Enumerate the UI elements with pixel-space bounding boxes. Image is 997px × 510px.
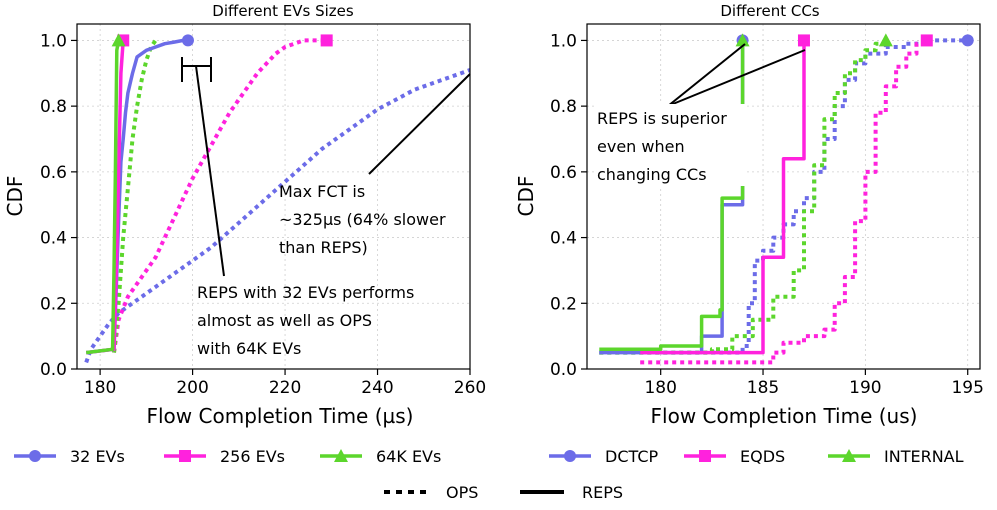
annotation-max-fct-line-3: than REPS) xyxy=(279,238,368,257)
y-tick-label: 0.0 xyxy=(550,360,577,380)
annotation-reps-32-line-1: REPS with 32 EVs performs xyxy=(197,283,414,302)
series-end-marker-256-evs-ops xyxy=(320,34,333,47)
left-x-axis-title: Flow Completion Time (µs) xyxy=(147,404,414,428)
left-plot-frame xyxy=(76,23,471,370)
series-end-marker-internal-reps xyxy=(735,33,750,47)
legend-label-dctcp: DCTCP xyxy=(605,447,659,466)
annotation-reps-superior: REPS is superior even when changing CCs xyxy=(595,43,806,186)
legend-label-64k-evs: 64K EVs xyxy=(376,447,441,466)
series-line-64k-evs-ops xyxy=(112,39,158,353)
series-end-marker-internal-ops xyxy=(878,33,893,47)
annotation-reps-superior-bg xyxy=(595,104,745,186)
annotation-reps-superior-line-3: changing CCs xyxy=(597,165,707,184)
legend-marker-256-evs xyxy=(179,450,191,462)
legend-marker-dctcp xyxy=(564,450,576,462)
legend-left: 32 EVs 256 EVs 64K EVs xyxy=(14,447,441,466)
legend-style: OPS REPS xyxy=(384,483,623,502)
annotation-reps-superior-arrow-2 xyxy=(667,49,806,107)
annotation-reps-superior-arrow-1 xyxy=(667,43,746,107)
x-tick-label: 180 xyxy=(84,378,116,398)
annotation-max-fct-line-1: Max FCT is xyxy=(279,182,365,201)
legend-marker-eqds xyxy=(699,450,711,462)
right-x-axis-title: Flow Completion Time (us) xyxy=(651,404,918,428)
series-end-marker-eqds-reps xyxy=(797,34,810,47)
x-tick-label: 195 xyxy=(951,378,983,398)
series-line-dctcp-ops xyxy=(599,38,968,355)
left-panel-title: Different EVs Sizes xyxy=(212,2,354,20)
legend-label-256-evs: 256 EVs xyxy=(220,447,285,466)
series-line-internal-reps xyxy=(599,40,745,352)
x-tick-label: 200 xyxy=(176,378,208,398)
y-tick-label: 1.0 xyxy=(40,31,67,51)
right-plot-frame xyxy=(586,23,981,370)
series-end-marker-32-evs-reps xyxy=(181,34,194,47)
annotation-max-fct-arrow xyxy=(368,73,471,175)
series-line-32-evs-ops xyxy=(84,68,470,364)
series-line-64k-evs-reps xyxy=(85,40,121,355)
y-tick-label: 0.8 xyxy=(40,97,67,117)
y-tick-label: 0.2 xyxy=(550,294,577,314)
right-y-axis-title: CDF xyxy=(514,176,538,217)
legend-marker-64k-evs xyxy=(334,449,348,462)
annotation-reps-32-line-3: with 64K EVs xyxy=(197,339,301,358)
right-panel-title: Different CCs xyxy=(720,2,819,20)
annotation-max-fct: Max FCT is ~325µs (64% slower than REPS) xyxy=(279,73,471,257)
legend-label-ops: OPS xyxy=(446,483,478,502)
left-ticks: 180 200 220 240 260 0.0 0.2 0.4 0.6 0.8 1.0 xyxy=(40,31,486,398)
series-end-marker-dctcp-ops xyxy=(961,34,974,47)
series-end-marker-64k-evs-reps xyxy=(111,33,126,47)
y-tick-label: 0.0 xyxy=(40,360,67,380)
annotation-reps-32-line-2: almost as well as OPS xyxy=(197,311,372,330)
annotation-reps-superior-line-2: even when xyxy=(597,137,685,156)
left-series xyxy=(84,33,470,364)
y-tick-label: 0.2 xyxy=(40,294,67,314)
annotation-reps-32: REPS with 32 EVs performs almost as well… xyxy=(181,57,414,358)
legend-marker-internal xyxy=(842,449,856,462)
series-line-32-evs-reps xyxy=(85,38,188,355)
annotation-max-fct-line-2: ~325µs (64% slower xyxy=(279,210,446,229)
y-tick-label: 0.4 xyxy=(550,229,577,249)
left-panel: Different EVs Sizes 180 200 220 240 260 0.0 0.… xyxy=(3,2,486,428)
legend-marker-32-evs xyxy=(29,450,41,462)
x-tick-label: 180 xyxy=(644,378,676,398)
x-tick-label: 220 xyxy=(269,378,301,398)
y-tick-label: 0.4 xyxy=(40,229,67,249)
series-line-256-evs-ops xyxy=(112,38,327,353)
y-tick-label: 0.8 xyxy=(550,97,577,117)
series-end-marker-eqds-ops xyxy=(920,34,933,47)
legend-label-32-evs: 32 EVs xyxy=(70,447,125,466)
y-tick-label: 1.0 xyxy=(550,31,577,51)
legend-right: DCTCP EQDS INTERNAL xyxy=(549,447,964,466)
series-lines xyxy=(84,38,470,364)
series-line-eqds-reps xyxy=(640,40,806,355)
series-line-eqds-ops xyxy=(640,40,929,365)
series-lines xyxy=(599,38,968,365)
legend-label-internal: INTERNAL xyxy=(884,447,964,466)
y-tick-label: 0.6 xyxy=(40,163,67,183)
series-line-internal-ops xyxy=(599,40,888,355)
legend-label-reps: REPS xyxy=(582,483,623,502)
right-panel: Different CCs 180 185 190 195 0.0 0.2 0.4 0.6 0.… xyxy=(514,2,984,428)
right-series xyxy=(599,33,974,365)
x-tick-label: 185 xyxy=(747,378,779,398)
x-tick-label: 240 xyxy=(361,378,393,398)
annotation-reps-superior-line-1: REPS is superior xyxy=(597,109,727,128)
x-tick-label: 260 xyxy=(454,378,486,398)
left-y-axis-title: CDF xyxy=(3,176,27,217)
legend-label-eqds: EQDS xyxy=(740,447,785,466)
y-tick-label: 0.6 xyxy=(550,163,577,183)
annotation-reps-32-arrow xyxy=(195,65,225,277)
x-tick-label: 190 xyxy=(849,378,881,398)
right-ticks: 180 185 190 195 0.0 0.2 0.4 0.6 0.8 1.0 xyxy=(550,31,984,398)
